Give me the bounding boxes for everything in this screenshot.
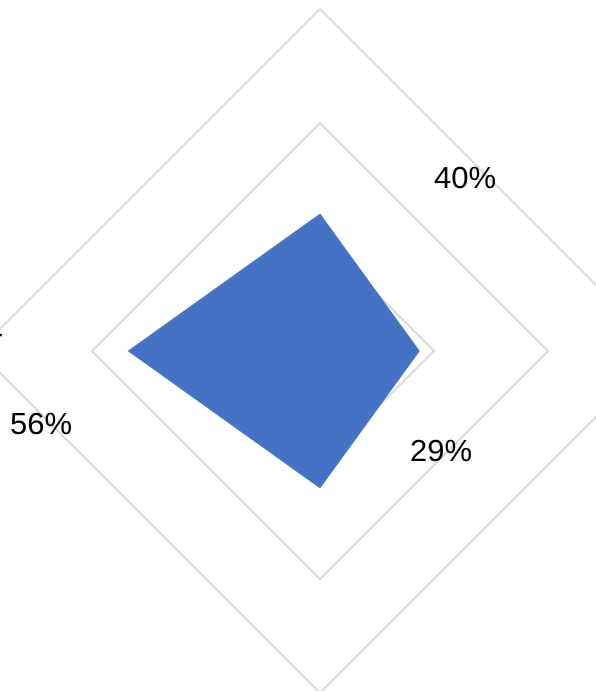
data-label-right: 29% [410, 433, 472, 468]
label-layer: r 40% 29% 56% [0, 160, 496, 468]
grid-ring-2 [90, 121, 550, 581]
series-area-0 [127, 213, 420, 489]
grid-ring-3 [0, 7, 596, 691]
data-label-top: 40% [434, 160, 496, 195]
axis-label-left: r [0, 322, 2, 357]
data-label-left: 56% [10, 406, 72, 441]
series-layer [127, 213, 420, 489]
